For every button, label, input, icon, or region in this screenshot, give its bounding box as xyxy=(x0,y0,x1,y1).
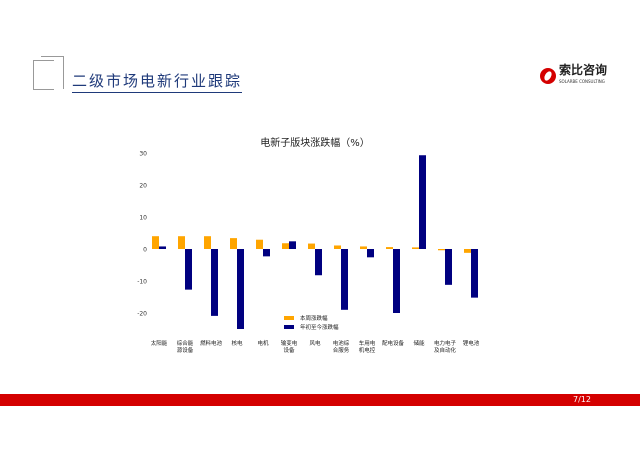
bar-weekly xyxy=(178,236,185,249)
page-title: 二级市场电新行业跟踪 xyxy=(72,70,243,93)
bar-weekly xyxy=(412,247,419,249)
bar-weekly xyxy=(360,246,367,249)
bar-ytd xyxy=(185,249,192,290)
logo-subtext: SOLARBE CONSULTING xyxy=(559,79,605,84)
x-tick-label: 源设备 xyxy=(177,346,194,354)
header-decoration xyxy=(33,60,54,90)
x-tick-label: 综合能 xyxy=(177,339,194,347)
x-tick-label: 锂电池 xyxy=(463,339,480,347)
legend-label: 本周涨跌幅 xyxy=(300,314,328,322)
bar-ytd xyxy=(419,155,426,249)
legend-label: 年初至今涨跌幅 xyxy=(300,323,339,331)
x-tick-label: 燃料电池 xyxy=(200,339,223,347)
x-tick-label: 输变电 xyxy=(281,339,298,347)
bar-ytd xyxy=(211,249,218,316)
x-tick-label: 车用电 xyxy=(359,339,376,347)
y-tick-label: -10 xyxy=(137,279,147,286)
logo-text: 索比咨询 xyxy=(559,63,608,77)
bar-ytd xyxy=(315,249,322,276)
bar-weekly xyxy=(204,236,211,249)
x-tick-label: 太阳能 xyxy=(151,339,168,347)
legend-swatch xyxy=(284,325,294,329)
y-tick-label: 0 xyxy=(143,247,147,254)
x-tick-label: 及自动化 xyxy=(434,346,457,354)
page-number: 7/12 xyxy=(573,395,591,404)
bar-ytd xyxy=(393,249,400,313)
bar-weekly xyxy=(386,247,393,249)
y-tick-label: 10 xyxy=(139,215,147,222)
y-tick-label: 30 xyxy=(139,151,147,158)
bar-weekly xyxy=(464,249,471,253)
bar-ytd xyxy=(263,249,270,257)
bar-ytd xyxy=(289,241,296,249)
x-tick-label: 配电设备 xyxy=(382,339,405,347)
x-tick-label: 电池综 xyxy=(333,339,350,347)
x-tick-label: 风电 xyxy=(309,339,321,347)
chart-title: 电新子版块涨跌幅（%） xyxy=(260,136,370,149)
bar-ytd xyxy=(471,249,478,298)
x-tick-label: 电机 xyxy=(257,339,269,347)
x-tick-label: 设备 xyxy=(283,346,295,354)
bar-ytd xyxy=(445,249,452,285)
x-tick-label: 电力电子 xyxy=(434,339,457,347)
bar-weekly xyxy=(438,249,445,251)
y-tick-label: 20 xyxy=(139,183,147,190)
x-tick-label: 核电 xyxy=(231,339,243,347)
bar-ytd xyxy=(367,249,374,258)
bar-weekly xyxy=(282,243,289,249)
logo-icon xyxy=(540,68,556,84)
footer-bar xyxy=(0,394,640,406)
bar-ytd xyxy=(159,246,166,249)
x-tick-label: 合服务 xyxy=(333,346,350,354)
x-tick-label: 储能 xyxy=(413,339,425,347)
bar-ytd xyxy=(237,249,244,329)
logo: 索比咨询 SOLARBE CONSULTING xyxy=(540,64,607,88)
y-tick-label: -20 xyxy=(137,311,147,318)
bar-weekly xyxy=(152,236,159,249)
bar-ytd xyxy=(341,249,348,310)
bar-weekly xyxy=(308,243,315,249)
x-tick-label: 机电控 xyxy=(359,346,376,354)
bar-weekly xyxy=(230,238,237,249)
legend-swatch xyxy=(284,316,294,320)
bar-weekly xyxy=(256,239,263,249)
bar-weekly xyxy=(334,245,341,249)
header-decoration xyxy=(41,56,64,89)
